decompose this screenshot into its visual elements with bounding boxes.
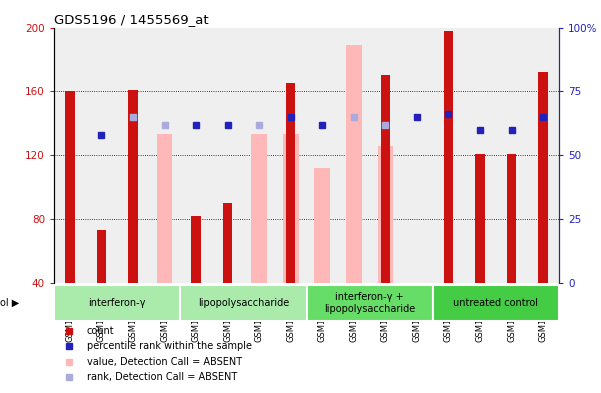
Text: lipopolysaccharide: lipopolysaccharide [198,298,289,308]
Bar [286,83,296,283]
Bar [180,28,212,283]
Text: untreated control: untreated control [453,298,538,308]
Bar [54,28,85,283]
Bar [65,91,75,283]
Bar [433,28,465,283]
Bar [314,168,330,283]
Bar [433,285,559,321]
Bar [85,28,117,283]
Bar [149,28,180,283]
Text: protocol ▶: protocol ▶ [0,298,19,308]
Bar [380,75,390,283]
Bar [243,28,275,283]
Bar [212,28,243,283]
Bar [307,28,338,283]
Bar [191,216,201,283]
Bar [538,72,548,283]
Bar [180,285,307,321]
Bar [401,28,433,283]
Bar [223,203,233,283]
Bar [377,146,393,283]
Bar [307,285,433,321]
Bar [157,134,172,283]
Bar [465,28,496,283]
Text: percentile rank within the sample: percentile rank within the sample [87,341,252,351]
Bar [283,134,299,283]
Text: rank, Detection Call = ABSENT: rank, Detection Call = ABSENT [87,372,237,382]
Bar [507,154,516,283]
Bar [370,28,401,283]
Bar [444,31,453,283]
Text: interferon-γ +
lipopolysaccharide: interferon-γ + lipopolysaccharide [324,292,415,314]
Bar [528,28,559,283]
Bar [117,28,149,283]
Text: interferon-γ: interferon-γ [88,298,146,308]
Bar [128,90,138,283]
Bar [496,28,528,283]
Bar [251,134,267,283]
Bar [275,28,307,283]
Bar [54,285,180,321]
Bar [475,154,485,283]
Text: GDS5196 / 1455569_at: GDS5196 / 1455569_at [54,13,209,26]
Text: count: count [87,325,115,336]
Text: value, Detection Call = ABSENT: value, Detection Call = ABSENT [87,357,242,367]
Bar [338,28,370,283]
Bar [346,45,362,283]
Bar [97,230,106,283]
